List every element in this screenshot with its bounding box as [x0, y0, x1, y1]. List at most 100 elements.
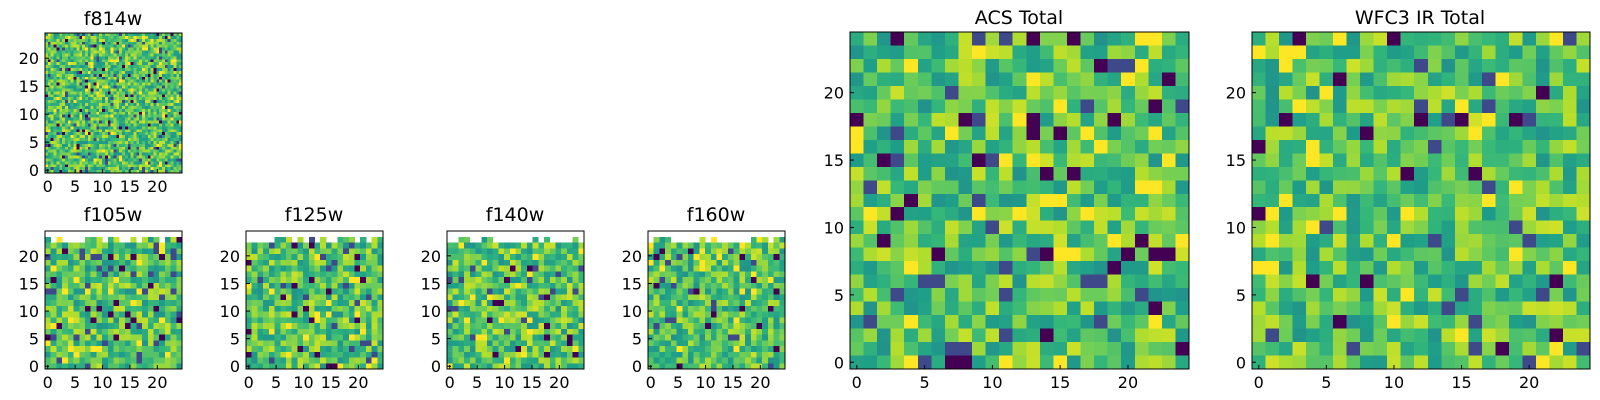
heatmap-cell: [676, 346, 683, 353]
heatmap-cell: [90, 149, 94, 153]
heatmap-cell: [762, 334, 769, 341]
heatmap-cell: [62, 282, 69, 289]
heatmap-cell: [710, 282, 717, 289]
heatmap-cell: [268, 323, 275, 330]
heatmap-cell: [447, 259, 454, 266]
heatmap-cell: [173, 65, 177, 69]
heatmap-cell: [70, 44, 74, 48]
heatmap-cell: [745, 271, 752, 278]
heatmap-cell: [93, 170, 97, 174]
heatmap-cell: [162, 120, 166, 124]
heatmap-cell: [107, 59, 112, 63]
heatmap-cell: [142, 100, 146, 104]
heatmap-cell: [756, 242, 763, 249]
heatmap-cell: [130, 271, 137, 278]
heatmap-cell: [863, 85, 878, 100]
x-tick-label: 5: [271, 373, 281, 392]
heatmap-cell: [56, 277, 63, 284]
heatmap-cell: [127, 56, 132, 60]
heatmap-cell: [972, 274, 986, 289]
heatmap-cell: [779, 271, 786, 278]
heatmap-cell: [84, 328, 92, 335]
heatmap-cell: [716, 334, 723, 341]
heatmap-cell: [156, 59, 160, 63]
heatmap-cell: [274, 340, 281, 347]
heatmap-cell: [779, 265, 786, 272]
heatmap-cell: [96, 164, 100, 168]
heatmap-cell: [62, 88, 66, 92]
heatmap-cell: [110, 44, 114, 48]
heatmap-cell: [102, 68, 106, 72]
heatmap-cell: [90, 35, 94, 40]
heatmap-cell: [90, 114, 94, 118]
heatmap-cell: [116, 103, 120, 107]
heatmap-cell: [107, 105, 112, 110]
heatmap-cell: [958, 58, 973, 73]
heatmap-cell: [572, 248, 579, 255]
heatmap-cell: [561, 323, 568, 330]
heatmap-cell: [167, 167, 171, 171]
heatmap-cell: [110, 33, 114, 37]
heatmap-cell: [877, 139, 892, 154]
heatmap-cell: [70, 103, 74, 107]
heatmap-cell: [904, 207, 919, 222]
heatmap-cell: [665, 271, 672, 278]
heatmap-cell: [354, 282, 361, 289]
heatmap-cell: [147, 56, 151, 60]
heatmap-cell: [59, 138, 63, 142]
heatmap-cell: [136, 135, 140, 139]
heatmap-cell: [122, 114, 126, 118]
heatmap-cell: [144, 155, 149, 159]
heatmap-cell: [73, 70, 77, 75]
heatmap-cell: [863, 180, 878, 195]
heatmap-cell: [170, 123, 174, 127]
heatmap-cell: [532, 242, 539, 249]
heatmap-cell: [164, 68, 169, 72]
heatmap-cell: [119, 97, 123, 101]
heatmap-cell: [722, 311, 729, 318]
heatmap-cell: [76, 126, 80, 130]
heatmap-cell: [62, 146, 66, 151]
x-tick-label: 15: [321, 373, 341, 392]
heatmap-cell: [1066, 126, 1081, 141]
heatmap-cell: [147, 305, 154, 312]
heatmap-cell: [73, 351, 80, 358]
heatmap-cell: [464, 288, 471, 295]
heatmap-cell: [59, 65, 63, 69]
heatmap-cell: [337, 271, 344, 278]
heatmap-cell: [526, 271, 534, 278]
heatmap-cell: [142, 271, 149, 278]
heatmap-cell: [526, 340, 534, 347]
heatmap-cell: [464, 351, 471, 358]
heatmap-cell: [1080, 85, 1095, 100]
heatmap-cell: [93, 114, 97, 118]
heatmap-cell: [159, 70, 163, 75]
heatmap-cell: [119, 91, 123, 95]
heatmap-cell: [136, 82, 140, 86]
heatmap-cell: [116, 65, 120, 69]
heatmap-cell: [733, 346, 740, 353]
heatmap-cell: [498, 334, 505, 341]
heatmap-cell: [566, 351, 573, 358]
heatmap-cell: [50, 120, 54, 124]
heatmap-cell: [257, 242, 264, 249]
heatmap-cell: [251, 317, 258, 324]
heatmap-cell: [762, 305, 769, 312]
heatmap-cell: [113, 138, 117, 142]
heatmap-cell: [144, 146, 149, 151]
heatmap-cell: [90, 334, 97, 341]
heatmap-cell: [1026, 220, 1041, 235]
heatmap-cell: [722, 300, 729, 307]
heatmap-cell: [365, 340, 372, 347]
heatmap-cell: [90, 50, 94, 54]
heatmap-cell: [45, 91, 49, 95]
heatmap-cell: [331, 363, 338, 370]
heatmap-cell: [50, 111, 54, 116]
heatmap-cell: [750, 248, 757, 255]
heatmap-cell: [62, 44, 66, 48]
heatmap-cell: [93, 91, 97, 95]
heatmap-cell: [144, 140, 149, 145]
heatmap-cell: [56, 88, 60, 92]
heatmap-cell: [107, 158, 112, 162]
